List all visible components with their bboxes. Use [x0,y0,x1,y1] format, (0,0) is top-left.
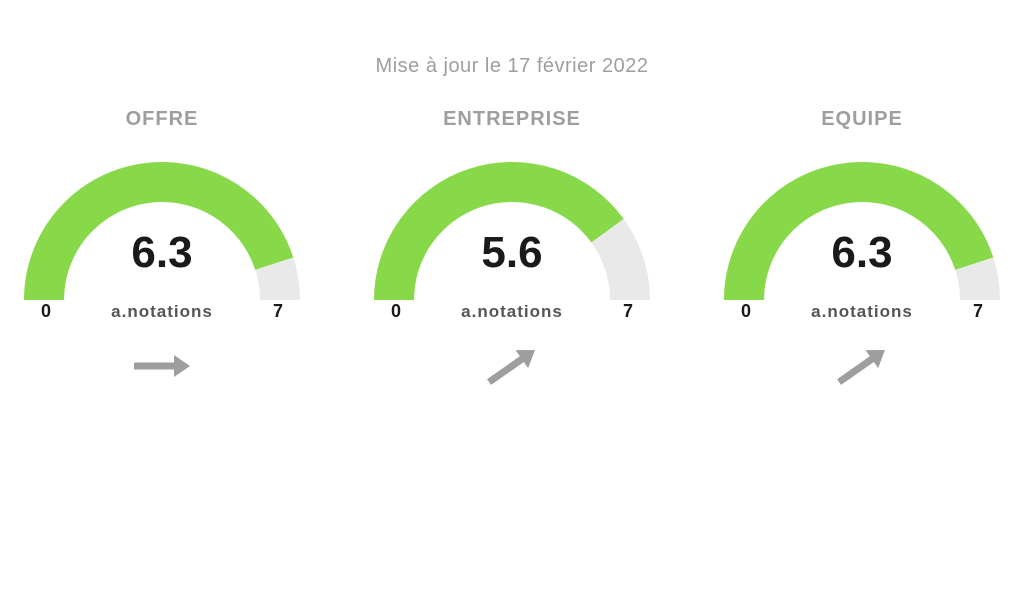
gauge-value: 5.6 [367,231,657,275]
gauge-equipe: EQUIPE 6.3 0 a.notations 7 [717,108,1007,392]
gauge-value: 6.3 [17,231,307,275]
update-date-text: Mise à jour le 17 février 2022 [0,55,1024,78]
dashboard-root: Mise à jour le 17 février 2022 OFFRE 6.3… [0,0,1024,392]
gauge-offre: OFFRE 6.3 0 a.notations 7 [17,108,307,392]
gauge-unit-label: a.notations [461,302,563,322]
gauge-unit-label: a.notations [111,302,213,322]
gauge-title: EQUIPE [821,108,903,131]
gauge-unit-label: a.notations [811,302,913,322]
trend-arrow-icon [477,340,547,392]
gauge-chart: 6.3 [17,145,307,305]
gauge-entreprise: ENTREPRISE 5.6 0 a.notations 7 [367,108,657,392]
gauge-value: 6.3 [717,231,1007,275]
trend-arrow-icon [827,340,897,392]
gauges-row: OFFRE 6.3 0 a.notations 7 ENTREPRIS [0,108,1024,392]
gauge-title: ENTREPRISE [443,108,581,131]
gauge-title: OFFRE [126,108,199,131]
trend-arrow-icon [127,340,197,392]
gauge-chart: 6.3 [717,145,1007,305]
gauge-chart: 5.6 [367,145,657,305]
